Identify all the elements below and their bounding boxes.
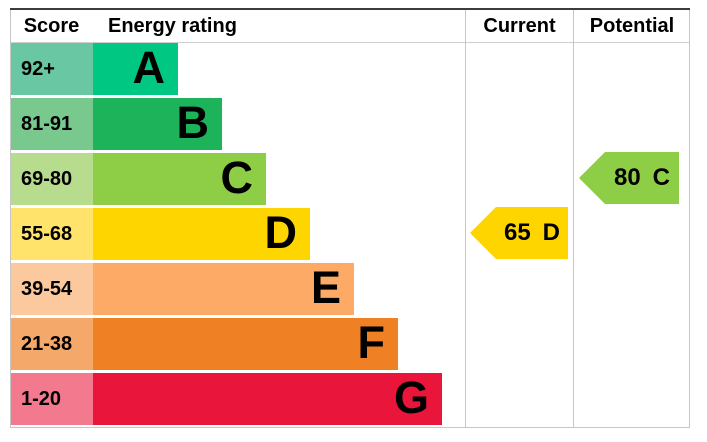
- current-band-letter: D: [542, 219, 561, 246]
- band-row-e: 39-54 E: [11, 263, 689, 318]
- band-row-g: 1-20 G: [11, 373, 689, 428]
- score-range-b: 81-91: [11, 98, 93, 150]
- band-bar-e: E: [93, 263, 354, 315]
- band-row-f: 21-38 F: [11, 318, 689, 373]
- energy-rating-column-header: Energy rating: [108, 15, 237, 37]
- current-score-value: 65: [503, 219, 531, 246]
- band-row-c: 69-80 C: [11, 153, 689, 208]
- score-range-c: 69-80: [11, 153, 93, 205]
- current-column-header: Current: [483, 15, 556, 37]
- score-range-e: 39-54: [11, 263, 93, 315]
- band-bar-d: D: [93, 208, 310, 260]
- band-row-b: 81-91 B: [11, 98, 689, 153]
- chart-bottom-border: [10, 427, 690, 428]
- potential-rating-arrow: 80 C: [579, 152, 679, 204]
- band-row-d: 55-68 D: [11, 208, 689, 263]
- potential-band-letter: C: [652, 164, 671, 191]
- chart-right-border: [689, 10, 690, 428]
- epc-rating-chart: Score Energy rating Current Potential 92…: [10, 8, 690, 428]
- potential-column-header: Potential: [589, 15, 675, 37]
- chart-left-border: [10, 10, 11, 428]
- band-bar-g: G: [93, 373, 442, 425]
- band-bar-f: F: [93, 318, 398, 370]
- score-range-f: 21-38: [11, 318, 93, 370]
- band-row-a: 92+ A: [11, 43, 689, 98]
- current-column-divider: [465, 10, 466, 428]
- score-range-d: 55-68: [11, 208, 93, 260]
- potential-score-value: 80: [613, 164, 641, 191]
- current-rating-arrow: 65 D: [470, 207, 568, 259]
- score-column-header: Score: [23, 15, 80, 37]
- band-bar-a: A: [93, 43, 178, 95]
- score-range-g: 1-20: [11, 373, 93, 425]
- band-bar-c: C: [93, 153, 266, 205]
- score-range-a: 92+: [11, 43, 93, 95]
- band-bar-b: B: [93, 98, 222, 150]
- band-rows: 92+ A 81-91 B 69-80 C 55-68 D 39-54 E 21…: [11, 43, 689, 428]
- potential-column-divider: [573, 10, 574, 428]
- chart-header-row: Score Energy rating Current Potential: [10, 10, 690, 43]
